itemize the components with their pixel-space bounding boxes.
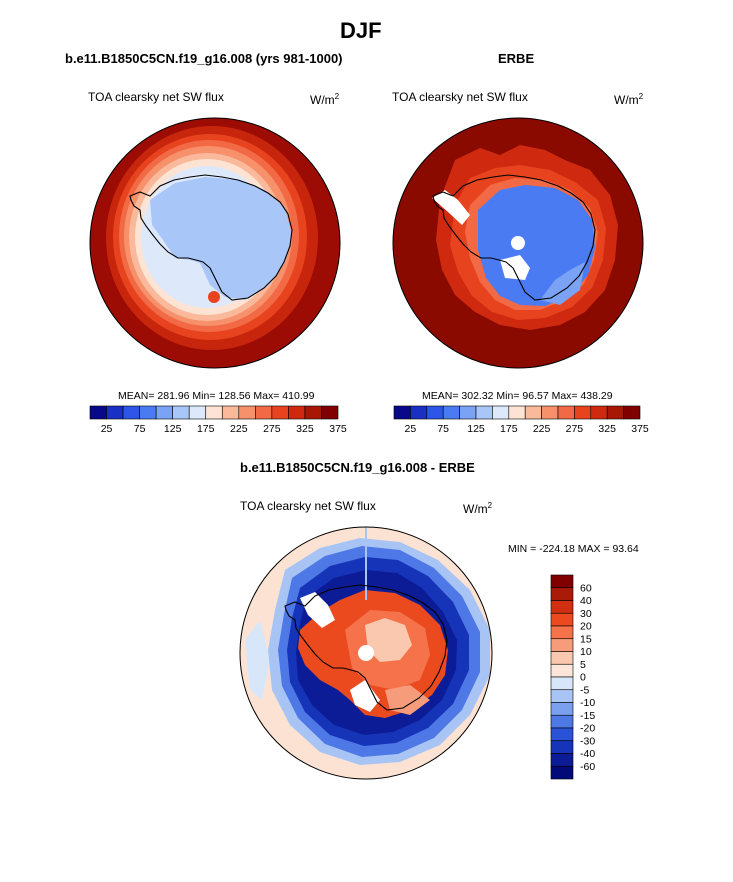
panel-1-units: W/m2 [310, 92, 340, 107]
colorbar-box [550, 740, 574, 754]
colorbar-tick-label: -5 [580, 684, 589, 696]
panel-1-variable: TOA clearsky net SW flux [88, 90, 224, 104]
colorbar-tick-label: 325 [296, 423, 314, 435]
colorbar-tick-label: 225 [533, 423, 551, 435]
panel-3-stats: MIN = -224.18 MAX = 93.64 [508, 543, 639, 555]
colorbar-box [550, 676, 574, 691]
colorbar-tick-label: -40 [580, 748, 595, 760]
colorbar-box [550, 753, 574, 767]
panel-1-stats: MEAN= 281.96 Min= 128.56 Max= 410.99 [118, 390, 315, 402]
colorbar-tick-label: 275 [263, 423, 281, 435]
colorbar-tick-label: 175 [197, 423, 215, 435]
colorbar-box [550, 587, 574, 601]
colorbar-box [550, 689, 574, 703]
colorbar-tick-label: 30 [580, 608, 592, 620]
colorbar-tick-label: 25 [405, 423, 417, 435]
colorbar-box [550, 702, 574, 716]
colorbar-box [550, 727, 574, 742]
colorbar-tick-label: -10 [580, 697, 595, 709]
colorbar-tick-label: 125 [164, 423, 182, 435]
figure-title: DJF [340, 18, 382, 43]
colorbar-box [550, 663, 574, 678]
colorbar-tick-label: -20 [580, 723, 595, 735]
colorbar-tick-label: 375 [329, 423, 347, 435]
colorbar-tick-label: 40 [580, 595, 592, 607]
colorbar-tick-label: 10 [580, 646, 592, 658]
colorbar-tick-label: 175 [500, 423, 518, 435]
panel-2-variable: TOA clearsky net SW flux [392, 90, 528, 104]
colorbar-tick-label: 0 [580, 672, 586, 684]
panel-2-units: W/m2 [614, 92, 644, 107]
colorbar-tick-label: 275 [566, 423, 584, 435]
panel-3-title: b.e11.B1850C5CN.f19_g16.008 - ERBE [240, 460, 475, 475]
colorbar-box [550, 638, 574, 652]
panel-2-title: ERBE [498, 51, 535, 66]
colorbar-box [623, 405, 641, 420]
colorbar-box [550, 600, 574, 614]
colorbar-tick-label: 25 [101, 423, 113, 435]
colorbar-tick-label: 15 [580, 633, 592, 645]
colorbar-box [321, 405, 339, 420]
colorbar-box [550, 612, 574, 627]
colorbar-box [550, 714, 574, 729]
colorbar-tick-label: 75 [134, 423, 146, 435]
colorbar-tick-label: 225 [230, 423, 248, 435]
colorbar-tick-label: 325 [598, 423, 616, 435]
colorbar-tick-label: -15 [580, 710, 595, 722]
colorbar-tick-label: 125 [467, 423, 485, 435]
colorbar-box [550, 574, 574, 589]
panel-3-units: W/m2 [463, 501, 493, 516]
colorbar-tick-label: 375 [631, 423, 649, 435]
colorbar-tick-label: -60 [580, 761, 595, 773]
colorbar-tick-label: 75 [437, 423, 449, 435]
panel-1-title: b.e11.B1850C5CN.f19_g16.008 (yrs 981-100… [65, 51, 343, 66]
colorbar-tick-label: -30 [580, 735, 595, 747]
panel-3-variable: TOA clearsky net SW flux [240, 499, 376, 513]
colorbar-box [550, 765, 574, 780]
colorbar-box [550, 625, 574, 640]
colorbar-tick-label: 60 [580, 582, 592, 594]
colorbar-box [550, 651, 574, 665]
colorbar-tick-label: 20 [580, 621, 592, 633]
colorbar-tick-label: 5 [580, 659, 586, 671]
panel-2-stats: MEAN= 302.32 Min= 96.57 Max= 438.29 [422, 390, 613, 402]
